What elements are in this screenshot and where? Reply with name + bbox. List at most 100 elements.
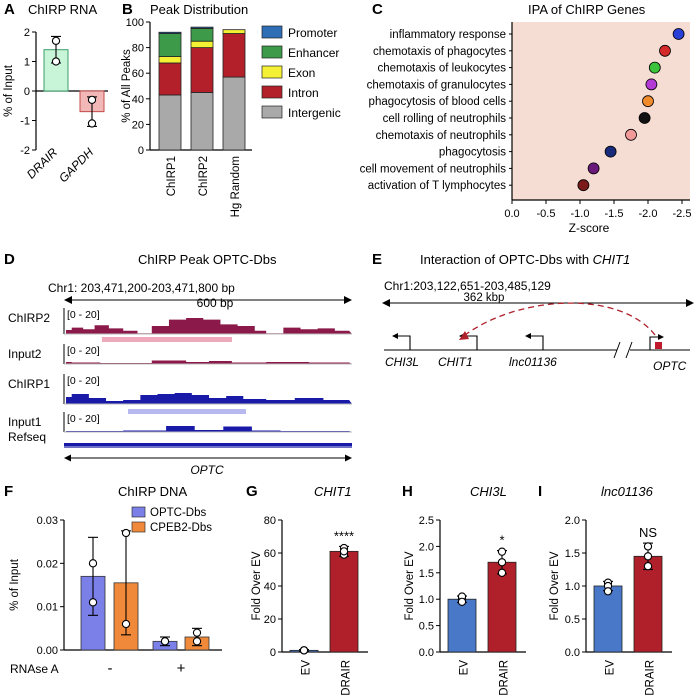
C-x-label: Z-score xyxy=(569,221,610,235)
D-signal-input1 xyxy=(66,426,352,432)
H-data-point xyxy=(497,547,507,556)
G-x-tick-label: DRAIR xyxy=(340,660,352,695)
F-x-label: RNAse A xyxy=(10,662,59,676)
E-scale-label: 362 kbp xyxy=(464,292,505,304)
B-y-tick-label: 80 xyxy=(132,43,144,55)
E-tss-arrow xyxy=(529,335,544,350)
F-y-tick-label: 0.03 xyxy=(37,515,58,527)
F-y-tick-label: 0.01 xyxy=(37,602,58,614)
E-gene-label: CHIT1 xyxy=(438,355,473,369)
B-bar-exon xyxy=(222,29,246,34)
panel-A-title: ChIRP RNA xyxy=(28,2,97,17)
C-data-point xyxy=(642,95,654,108)
E-gene-label: CHI3L xyxy=(385,355,419,369)
C-data-point xyxy=(604,145,617,158)
B-legend-swatch xyxy=(261,25,283,39)
E-tss-arrowhead xyxy=(392,333,398,339)
panel-E-title-gene: CHIT1 xyxy=(593,252,631,267)
E-gene-label: lnc01136 xyxy=(509,355,557,369)
D-gene-arrow-right xyxy=(345,454,352,462)
D-signal-input2 xyxy=(66,360,352,364)
F-data-point xyxy=(88,559,98,568)
C-category-label: phagocytosis xyxy=(439,147,506,159)
E-optc-dbs-site xyxy=(655,342,662,349)
I-y-label: Fold Over EV xyxy=(549,551,561,620)
C-category-label: chemotaxis of granulocytes xyxy=(367,79,507,91)
C-x-tick-label: 0.0 xyxy=(504,208,519,220)
F-group-label: - xyxy=(108,660,113,677)
chart-I: 0.0 0.5 1.0 1.5 2.0 Fold Over EV EV DRAIR NS xyxy=(549,515,672,696)
E-scale-arrow-right xyxy=(686,299,694,307)
I-y-tick-label: 1.5 xyxy=(565,548,580,560)
E-tss-arrowhead xyxy=(525,333,531,339)
D-track-range: [0 - 20] xyxy=(67,345,100,357)
B-y-tick-label: 100 xyxy=(126,17,144,29)
H-bar xyxy=(487,561,517,653)
F-legend-label: OPTC-Dbs xyxy=(150,507,206,519)
G-significance: **** xyxy=(334,528,354,543)
B-bar-enhancer xyxy=(190,27,214,42)
C-category-label: phagocytosis of blood cells xyxy=(369,96,507,108)
A-y-label: % of Input xyxy=(3,64,15,117)
E-break-mark xyxy=(613,341,621,359)
H-y-tick-label: 0.5 xyxy=(419,621,434,633)
B-bar-exon xyxy=(158,56,182,64)
G-y-tick-label: 60 xyxy=(264,548,276,560)
C-data-point xyxy=(587,162,600,175)
H-y-tick-label: 1.5 xyxy=(419,568,434,580)
A-y-tick-label: 1 xyxy=(24,57,30,69)
A-y-tick-label: 0 xyxy=(24,86,30,98)
I-x-tick-label: EV xyxy=(604,660,616,676)
F-data-point xyxy=(121,619,131,629)
chart-H: 0.0 0.5 1.0 1.5 2.0 2.5 Fold Over EV EV DRAIR * xyxy=(404,515,526,696)
panel-A-letter: A xyxy=(4,1,15,18)
D-scale-arrow-left xyxy=(64,296,72,304)
B-legend-swatch xyxy=(261,105,283,119)
C-category-label: cell movement of neutrophils xyxy=(360,163,507,175)
B-bar-intron xyxy=(222,33,246,78)
F-data-point xyxy=(160,637,170,646)
E-tss-arrow xyxy=(649,336,660,350)
H-data-point xyxy=(457,597,467,606)
A-y-tick-label: -2 xyxy=(20,145,30,157)
D-track-label-input1: Input1 xyxy=(8,415,42,429)
D-coordinates: Chr1: 203,471,200-203,471,800 bp xyxy=(48,281,235,295)
B-x-tick-label: Hg Random xyxy=(230,156,242,217)
D-gene-name: OPTC xyxy=(190,463,224,477)
F-data-point xyxy=(192,637,202,646)
panel-G-letter: G xyxy=(246,483,258,500)
B-legend-label: Exon xyxy=(288,66,315,80)
H-data-point xyxy=(497,568,507,577)
B-legend-label: Intergenic xyxy=(288,106,341,120)
D-scale-label: 600 bp xyxy=(197,296,234,310)
E-tss-arrow xyxy=(396,335,411,350)
C-data-point xyxy=(648,61,661,74)
H-bar xyxy=(447,598,477,653)
H-y-tick-label: 0.0 xyxy=(419,647,434,659)
D-track-range: [0 - 20] xyxy=(67,413,100,425)
H-x-tick-label: EV xyxy=(458,660,470,676)
panel-I-title: lnc01136 xyxy=(601,484,654,499)
A-y-tick-label: -1 xyxy=(20,116,30,128)
panel-G-title: CHIT1 xyxy=(314,484,352,499)
B-bar-exon xyxy=(190,40,214,49)
I-y-tick-label: 0.0 xyxy=(565,647,580,659)
B-bar-enhancer xyxy=(158,33,182,57)
D-track-label-refseq: Refseq xyxy=(8,430,46,444)
C-category-label: inflammatory response xyxy=(390,29,506,41)
B-legend-label: Enhancer xyxy=(288,46,339,60)
I-y-tick-label: 0.5 xyxy=(565,614,580,626)
C-category-label: chemotaxis of leukocytes xyxy=(378,63,507,75)
panel-H-letter: H xyxy=(402,483,413,500)
F-group-label: + xyxy=(177,660,186,677)
panel-E-letter: E xyxy=(372,251,382,268)
C-data-point xyxy=(672,28,685,40)
panel-D-title: ChIRP Peak OPTC-Dbs xyxy=(138,252,277,267)
F-legend-label: CPEB2-Dbs xyxy=(150,522,212,534)
panel-H-title: CHI3L xyxy=(470,484,507,499)
B-bar-intergenic xyxy=(190,92,214,151)
A-y-tick-label: 2 xyxy=(24,27,30,39)
B-bar-promoter xyxy=(158,31,182,34)
C-x-tick-label: -1.5 xyxy=(605,208,624,220)
